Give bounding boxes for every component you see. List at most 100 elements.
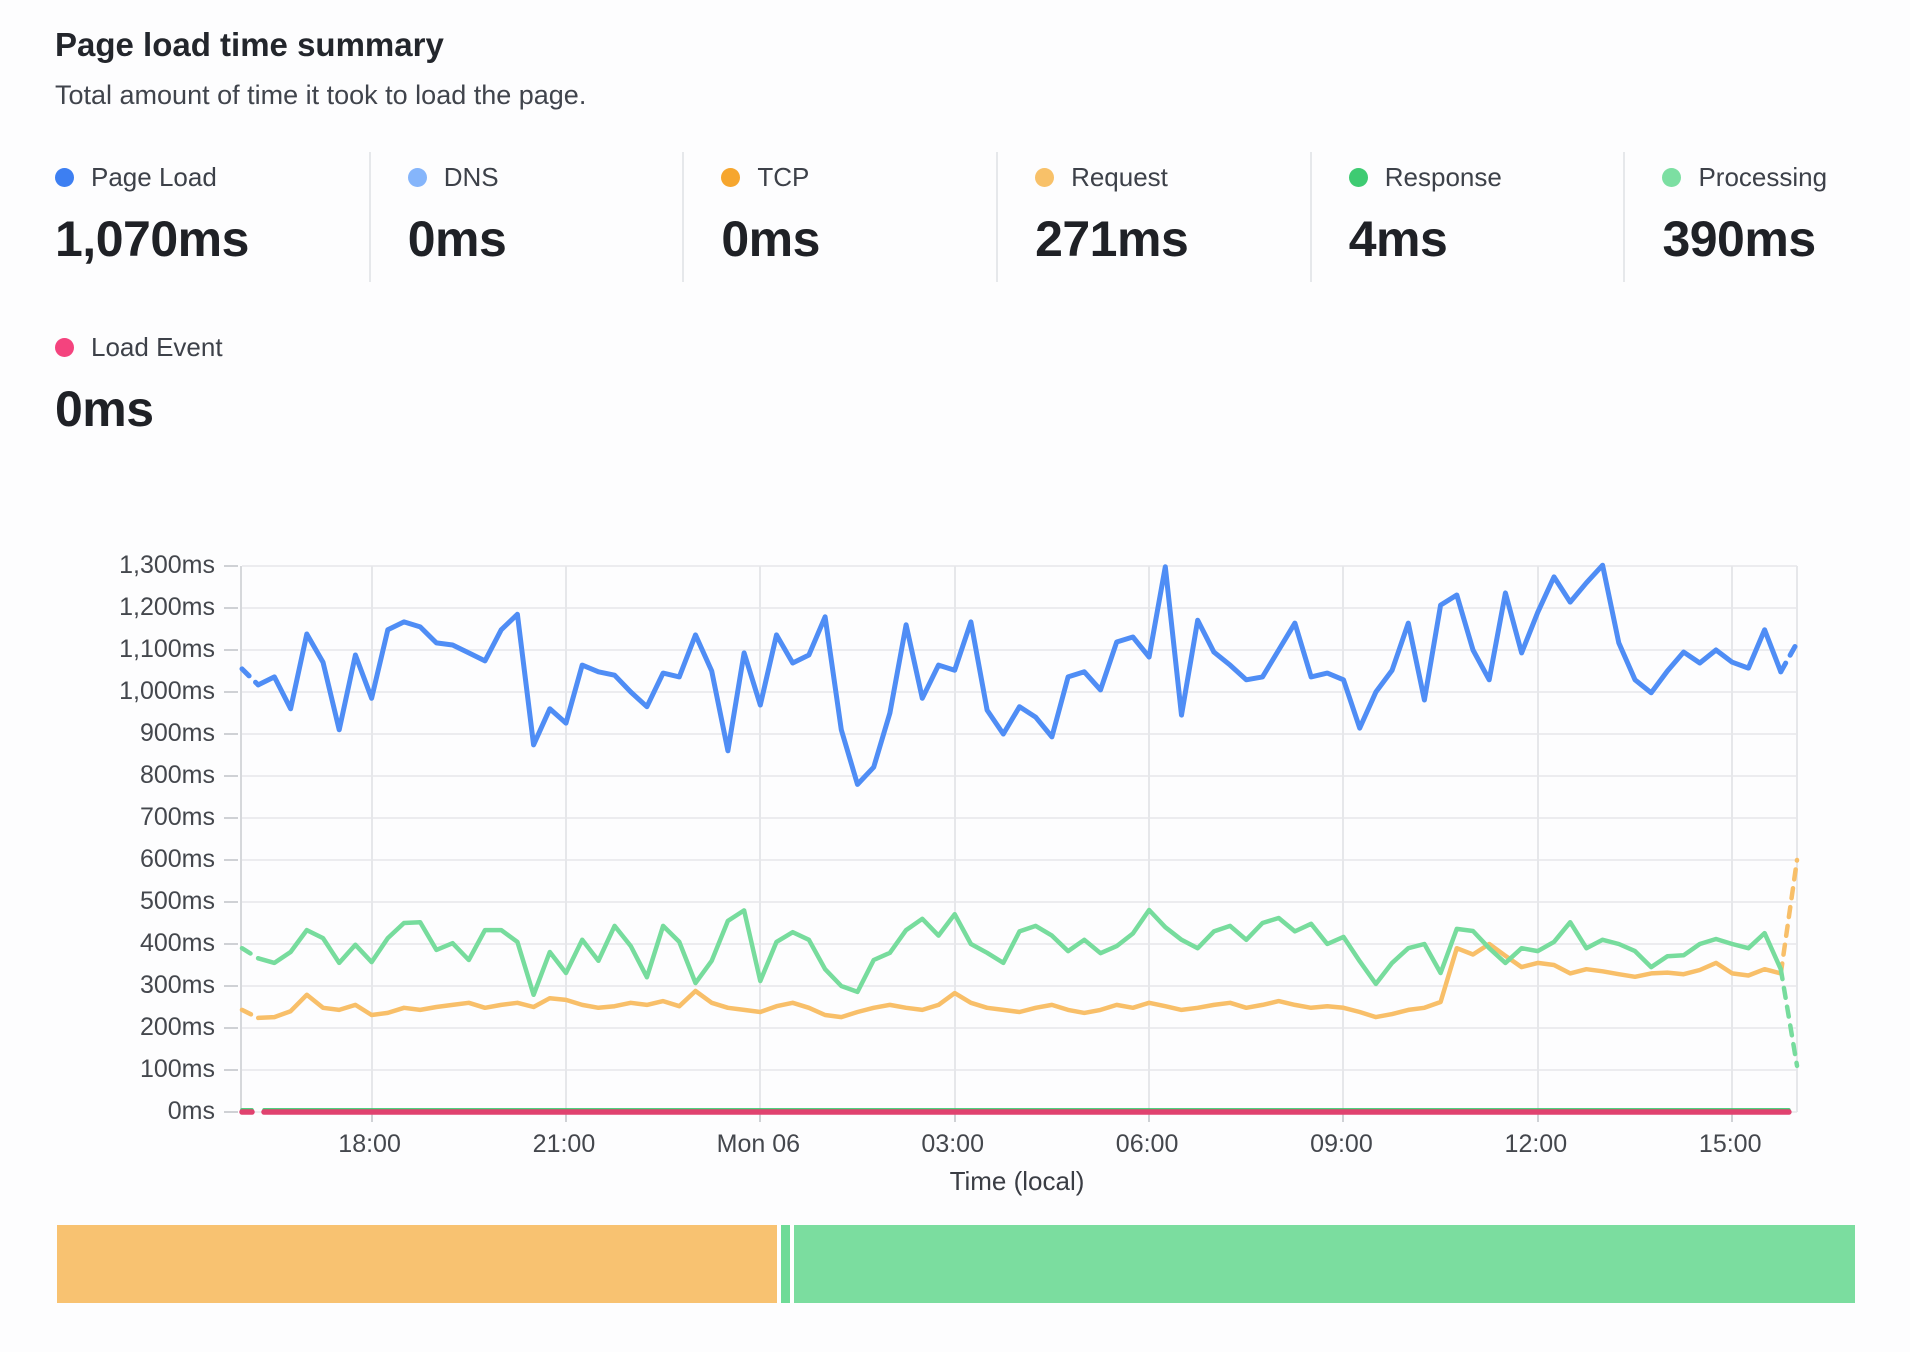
metric-summary-row: Page Load 1,070ms DNS 0ms TCP 0ms Reques… <box>55 152 1910 282</box>
page-load-line <box>255 562 1784 787</box>
h-gridline <box>242 733 1797 735</box>
metric-label: TCP <box>757 161 810 192</box>
request-legend-dot-icon <box>1035 167 1055 187</box>
h-gridline <box>242 691 1797 693</box>
y-tick-label: 1,300ms <box>119 551 215 579</box>
x-tick-label: 15:00 <box>1698 1130 1762 1158</box>
x-tick-label: 12:00 <box>1504 1130 1568 1158</box>
v-gridline <box>370 566 373 1112</box>
y-tick-mark <box>224 943 238 945</box>
v-gridline <box>759 566 762 1112</box>
v-gridline <box>953 566 956 1112</box>
x-tick-mark <box>1731 1112 1734 1122</box>
h-gridline <box>242 1069 1797 1071</box>
x-tick-label: 09:00 <box>1310 1130 1373 1158</box>
timeline-bar-segment-response-sliver <box>780 1225 790 1303</box>
load-event-legend-dot-icon <box>55 337 74 357</box>
h-gridline <box>242 1027 1797 1029</box>
metric-card-processing: Processing 390ms <box>1623 152 1910 282</box>
h-gridline <box>242 985 1797 987</box>
y-tick-mark <box>224 775 238 777</box>
dns-legend-dot-icon <box>407 167 427 187</box>
y-tick-label: 500ms <box>139 887 215 915</box>
metric-label: Processing <box>1698 161 1828 192</box>
x-tick-mark <box>370 1112 373 1122</box>
chart-series-svg <box>239 562 1800 1115</box>
tcp-legend-dot-icon <box>721 167 741 187</box>
metric-card-page-load: Page Load 1,070ms <box>55 152 369 282</box>
y-tick-mark <box>224 1111 238 1113</box>
metric-value: 4ms <box>1348 211 1448 267</box>
processing-line-dash-start <box>239 945 261 961</box>
y-tick-label: 400ms <box>139 929 215 957</box>
h-gridline <box>242 565 1797 567</box>
x-tick-label: 18:00 <box>338 1130 401 1158</box>
metric-value: 1,070ms <box>55 211 249 267</box>
v-gridline <box>1148 566 1151 1112</box>
metric-label: DNS <box>443 161 499 192</box>
x-tick-mark <box>1536 1112 1539 1122</box>
y-tick-label: 300ms <box>139 971 215 999</box>
x-tick-mark <box>564 1112 567 1122</box>
y-tick-mark <box>224 607 238 609</box>
metric-value: 271ms <box>1035 211 1189 267</box>
y-tick-label: 0ms <box>167 1097 215 1125</box>
x-tick-mark <box>759 1112 762 1122</box>
page-load-line-dash-end <box>1778 640 1800 675</box>
h-gridline <box>242 649 1797 651</box>
y-tick-label: 700ms <box>139 803 215 831</box>
h-gridline <box>242 817 1797 819</box>
y-tick-label: 600ms <box>139 845 215 873</box>
y-tick-mark <box>224 817 238 819</box>
metric-label: Load Event <box>91 331 223 362</box>
request-line <box>255 941 1784 1021</box>
x-tick-mark <box>1342 1112 1345 1122</box>
timeline-bar-segment-processing-phase <box>793 1225 1855 1303</box>
metric-card-tcp: TCP 0ms <box>682 152 996 282</box>
processing-legend-dot-icon <box>1662 167 1682 187</box>
page-subtitle: Total amount of time it took to load the… <box>55 80 587 110</box>
timeline-range-bar[interactable] <box>57 1225 1855 1303</box>
y-tick-label: 1,100ms <box>119 635 215 663</box>
y-tick-mark <box>224 691 238 693</box>
v-gridline <box>1536 566 1539 1112</box>
h-gridline <box>242 901 1797 903</box>
metric-label: Page Load <box>91 161 217 192</box>
x-tick-mark <box>1148 1112 1151 1122</box>
y-tick-mark <box>224 565 238 567</box>
x-tick-label: 21:00 <box>532 1130 596 1158</box>
metric-value: 390ms <box>1662 211 1816 267</box>
h-gridline <box>242 859 1797 861</box>
plot-area <box>239 562 1800 1122</box>
v-gridline <box>564 566 567 1112</box>
metric-card-load-event: Load Event 0ms <box>55 322 223 438</box>
y-tick-label: 100ms <box>139 1055 215 1083</box>
y-tick-label: 1,000ms <box>119 677 215 705</box>
v-gridline <box>1342 566 1345 1112</box>
page-title: Page load time summary <box>55 26 444 63</box>
y-tick-label: 1,200ms <box>119 593 215 621</box>
metric-value: 0ms <box>407 211 507 267</box>
response-legend-dot-icon <box>1348 167 1368 187</box>
y-tick-mark <box>224 901 238 903</box>
v-gridline <box>1731 566 1734 1112</box>
x-tick-label: Mon 06 <box>716 1130 801 1158</box>
metric-card-dns: DNS 0ms <box>368 152 683 282</box>
y-tick-label: 800ms <box>139 761 215 789</box>
metric-label: Response <box>1384 161 1502 192</box>
y-tick-mark <box>224 985 238 987</box>
metric-value: 0ms <box>55 381 154 437</box>
metric-label: Request <box>1071 161 1168 192</box>
y-tick-mark <box>224 733 238 735</box>
metric-card-response: Response 4ms <box>1309 152 1624 282</box>
request-line-dash-end <box>1778 857 1800 976</box>
y-tick-mark <box>224 1027 238 1029</box>
h-gridline <box>242 607 1797 609</box>
request-line-dash-start <box>239 1007 261 1021</box>
y-tick-mark <box>224 1069 238 1071</box>
processing-line-dash-end <box>1778 966 1800 1069</box>
x-axis-title: Time (local) <box>949 1166 1085 1196</box>
processing-line <box>255 907 1784 998</box>
x-tick-label: 03:00 <box>921 1130 984 1158</box>
